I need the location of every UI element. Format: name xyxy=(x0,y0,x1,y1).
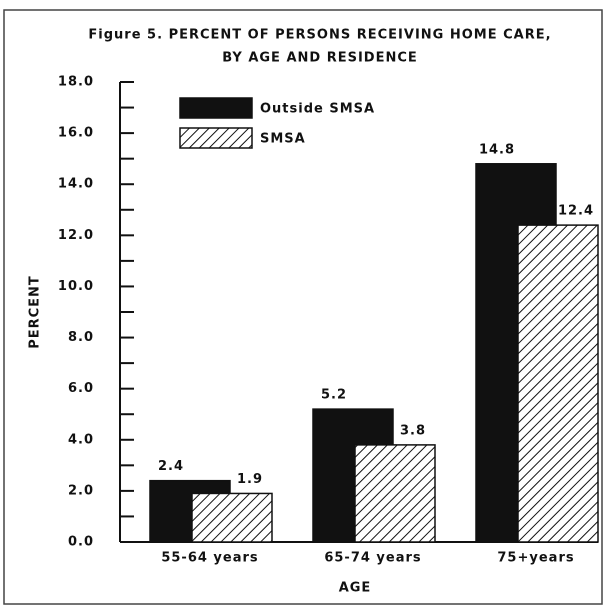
value-label: 3.8 xyxy=(400,423,426,438)
bar xyxy=(354,444,436,543)
y-tick-label: 6.0 xyxy=(68,381,94,396)
bar xyxy=(191,492,273,543)
value-label: 12.4 xyxy=(558,204,594,219)
y-tick-label: 8.0 xyxy=(68,330,94,345)
legend-swatch xyxy=(179,97,253,119)
chart-title: Figure 5. PERCENT OF PERSONS RECEIVING H… xyxy=(88,28,551,43)
value-label: 14.8 xyxy=(479,142,515,157)
x-tick-label: 65-74 years xyxy=(324,551,421,566)
chart-title: BY AGE AND RESIDENCE xyxy=(222,51,418,66)
value-label: 1.9 xyxy=(237,472,263,487)
legend-label: Outside SMSA xyxy=(260,102,375,117)
y-tick-label: 2.0 xyxy=(68,483,94,498)
y-tick-label: 10.0 xyxy=(58,279,94,294)
y-tick-label: 16.0 xyxy=(58,126,94,141)
y-tick-label: 4.0 xyxy=(68,432,94,447)
y-tick-label: 0.0 xyxy=(68,535,94,550)
x-axis-label: AGE xyxy=(339,581,372,596)
value-label: 2.4 xyxy=(158,459,184,474)
bar xyxy=(517,224,599,543)
frame xyxy=(3,9,603,605)
y-axis-label: PERCENT xyxy=(28,275,43,349)
y-tick-label: 14.0 xyxy=(58,177,94,192)
x-tick-label: 55-64 years xyxy=(161,551,258,566)
value-label: 5.2 xyxy=(321,388,347,403)
legend-label: SMSA xyxy=(260,132,306,147)
x-tick-label: 75+years xyxy=(497,551,574,566)
y-tick-label: 18.0 xyxy=(58,75,94,90)
legend-swatch xyxy=(179,127,253,149)
y-tick-label: 12.0 xyxy=(58,228,94,243)
